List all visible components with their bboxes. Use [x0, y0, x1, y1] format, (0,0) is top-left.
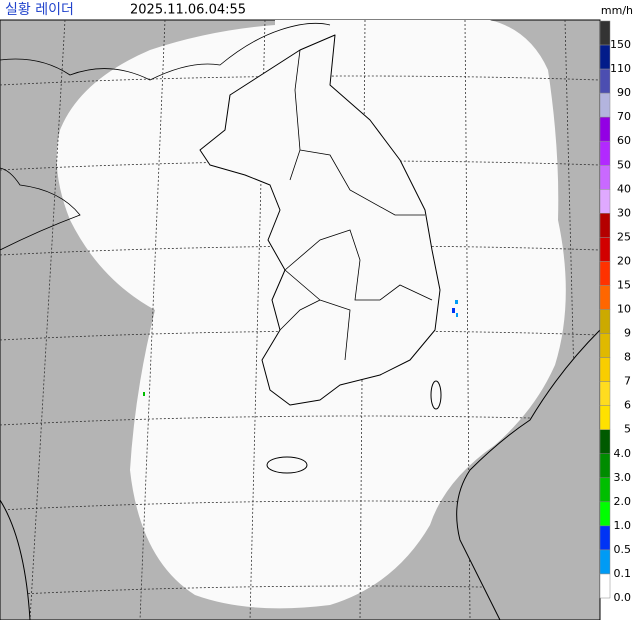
legend-swatch [599, 549, 611, 575]
legend-label: 1.0 [614, 519, 632, 532]
echo [456, 313, 458, 317]
legend-swatch [599, 333, 611, 358]
legend-label: 25 [617, 230, 631, 243]
legend-swatch [599, 261, 611, 286]
legend-swatch [599, 92, 611, 118]
legend-label: 60 [617, 134, 631, 147]
legend-swatch [599, 68, 611, 94]
legend-swatch [599, 501, 611, 527]
legend-swatch [599, 165, 611, 190]
legend-label: 90 [617, 86, 631, 99]
legend-label: 5 [624, 423, 631, 436]
legend-label: 150 [610, 38, 631, 51]
legend: 150 110 90 70 60 50 40 30 25 20 15 10 9 8 7 6 5 4.0 3.0 2.0… [599, 20, 632, 604]
legend-swatch [599, 453, 611, 479]
precipitation [143, 300, 458, 396]
ulleung-island [430, 380, 442, 410]
legend-label: 30 [617, 206, 631, 219]
legend-swatch [599, 140, 611, 166]
legend-label: 0.5 [614, 543, 632, 556]
legend-swatch [599, 189, 611, 214]
legend-label: 8 [624, 351, 631, 364]
legend-swatch [599, 429, 611, 455]
legend-swatch [599, 285, 611, 310]
map [0, 19, 601, 620]
legend-label: 15 [617, 278, 631, 291]
legend-swatch [599, 213, 611, 238]
legend-label: 7 [624, 375, 631, 388]
echo [455, 300, 458, 304]
legend-label: 2.0 [614, 495, 632, 508]
legend-label: 6 [624, 399, 631, 412]
legend-swatch [599, 237, 611, 262]
legend-swatch [599, 357, 611, 382]
legend-label: 70 [617, 110, 631, 123]
unit: mm/h [601, 4, 633, 17]
jeju-island [266, 456, 308, 474]
legend-swatch [599, 525, 611, 551]
legend-label: 4.0 [614, 447, 632, 460]
legend-label: 0.0 [614, 591, 632, 604]
legend-label: 9 [624, 327, 631, 340]
legend-label: 50 [617, 158, 631, 171]
timestamp: 2025.11.06.04:55 [130, 3, 246, 18]
japan [456, 328, 601, 620]
legend-label: 110 [610, 62, 631, 75]
title: 실황 레이더 [5, 2, 74, 18]
legend-swatch [599, 44, 611, 70]
legend-label: 20 [617, 254, 631, 267]
korean-peninsula [199, 34, 441, 406]
legend-swatch [599, 381, 611, 406]
legend-label: 0.1 [614, 567, 632, 580]
echo [452, 308, 455, 313]
legend-swatch [599, 405, 611, 430]
echo [143, 392, 145, 396]
legend-label: 3.0 [614, 471, 632, 484]
legend-swatch [599, 477, 611, 503]
legend-swatch [599, 116, 611, 142]
legend-label: 10 [617, 303, 631, 316]
legend-swatch [599, 309, 611, 334]
legend-label: 40 [617, 182, 631, 195]
legend-swatch [599, 573, 611, 599]
legend-swatch [599, 20, 611, 46]
